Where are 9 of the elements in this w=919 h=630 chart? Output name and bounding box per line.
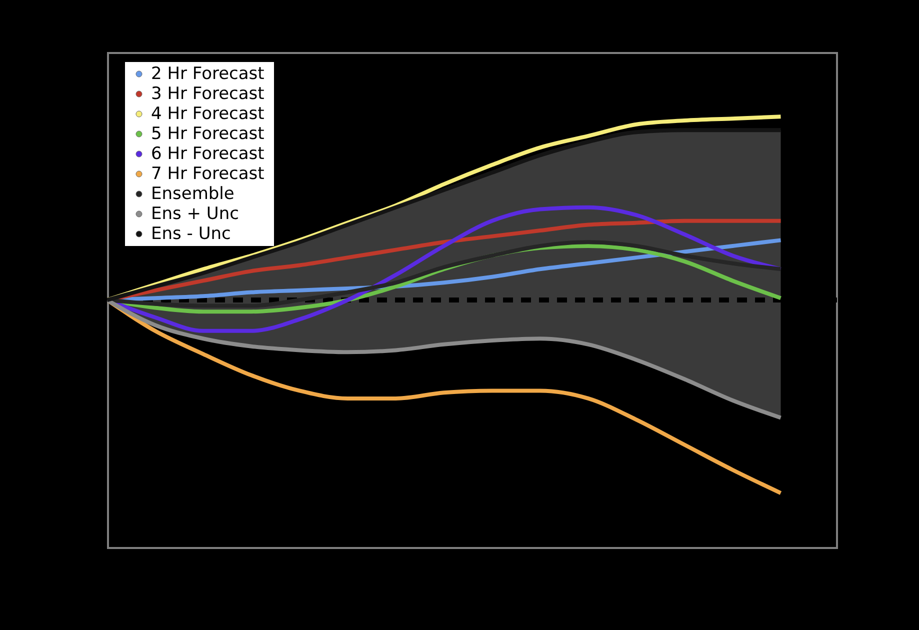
legend-label: 7 Hr Forecast [151,164,264,184]
legend-label: 6 Hr Forecast [151,144,264,164]
legend-label: 2 Hr Forecast [151,64,264,84]
legend-label: Ens - Unc [151,224,231,244]
legend-label: 3 Hr Forecast [151,84,264,104]
legend-label: 5 Hr Forecast [151,124,264,144]
legend-label: 4 Hr Forecast [151,104,264,124]
legend-label: Ensemble [151,184,234,204]
legend-label: Ens + Unc [151,204,239,224]
